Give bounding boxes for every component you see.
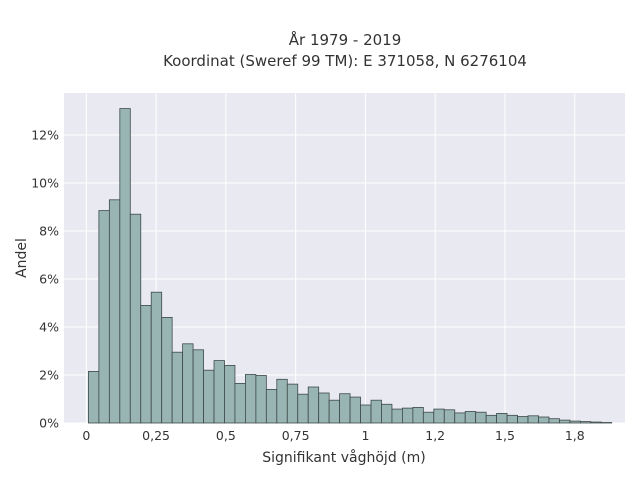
x-tick-label: 0,5 (216, 428, 236, 443)
y-tick-label: 8% (39, 224, 59, 239)
histogram-bar (464, 411, 477, 424)
histogram-bar (286, 383, 299, 424)
histogram-bar (140, 304, 152, 424)
histogram-bar (171, 351, 184, 424)
x-tick-label: 1,8 (565, 428, 585, 443)
chart-subtitle: Koordinat (Sweref 99 TM): E 371058, N 62… (163, 52, 527, 70)
y-tick-label: 0% (39, 416, 59, 431)
x-tick-label: 0,75 (282, 428, 310, 443)
histogram-bar (433, 408, 445, 424)
histogram-bar (129, 213, 142, 424)
x-tick-labels: 0 0,25 0,5 0,75 1 1,2 1,5 1,8 (82, 428, 584, 443)
histogram-bar (506, 414, 518, 424)
histogram-bar (569, 420, 581, 424)
histogram-bars (88, 108, 613, 424)
histogram-bar (307, 386, 320, 424)
histogram-bar (276, 378, 288, 424)
histogram-bar (265, 388, 278, 424)
histogram-bar (422, 411, 435, 424)
histogram-bar (234, 382, 246, 424)
histogram-bar (370, 399, 382, 424)
histogram-bar (485, 414, 498, 424)
histogram-bar (443, 409, 456, 424)
x-tick-label: 0 (82, 428, 90, 443)
y-tick-label: 6% (39, 272, 59, 287)
histogram-bar (381, 403, 393, 424)
x-gridlines (85, 93, 576, 423)
histogram-bar (255, 375, 267, 424)
histogram-bar (579, 421, 592, 424)
histogram-bar (203, 369, 215, 424)
histogram-bar (590, 421, 602, 424)
histogram-bar (108, 199, 121, 424)
histogram-bar (517, 416, 529, 424)
histogram-bar (245, 374, 257, 424)
histogram-bar (213, 360, 225, 424)
histogram-bar (527, 415, 539, 424)
histogram-bar (360, 404, 372, 424)
histogram-bar (339, 393, 351, 424)
y-tick-label: 2% (39, 368, 59, 383)
y-tick-label: 4% (39, 320, 59, 335)
histogram-bar (412, 406, 424, 424)
histogram-bar (297, 393, 309, 424)
y-tick-label: 12% (31, 128, 59, 143)
x-tick-label: 1 (361, 428, 369, 443)
x-axis-label: Signifikant våghöjd (m) (262, 449, 425, 466)
histogram-bar (328, 399, 341, 424)
histogram-bar (161, 316, 173, 424)
y-tick-labels: 0% 2% 4% 6% 8% 10% 12% (31, 128, 59, 431)
histogram-bar (224, 364, 236, 424)
histogram-bar (391, 408, 403, 424)
histogram-bar (182, 343, 194, 424)
histogram-bar (475, 411, 487, 424)
histogram-bar (318, 392, 330, 424)
histogram-bar (192, 349, 204, 424)
histogram-bar (98, 210, 110, 424)
x-tick-label: 1,2 (425, 428, 445, 443)
chart-title: År 1979 - 2019 (289, 30, 402, 49)
histogram-bar (119, 108, 131, 424)
histogram-bar (402, 407, 414, 424)
histogram-bar (548, 418, 560, 424)
y-tick-label: 10% (31, 176, 59, 191)
x-tick-label: 0,25 (142, 428, 170, 443)
histogram-bar (150, 291, 163, 424)
histogram-bar (88, 370, 100, 424)
histogram-bar (349, 396, 361, 424)
histogram-bar (559, 419, 571, 424)
histogram-bar (496, 412, 508, 424)
y-axis-label: Andel (14, 238, 30, 278)
histogram-bar (538, 416, 550, 424)
x-tick-label: 1,5 (495, 428, 515, 443)
histogram-bar (454, 412, 466, 424)
